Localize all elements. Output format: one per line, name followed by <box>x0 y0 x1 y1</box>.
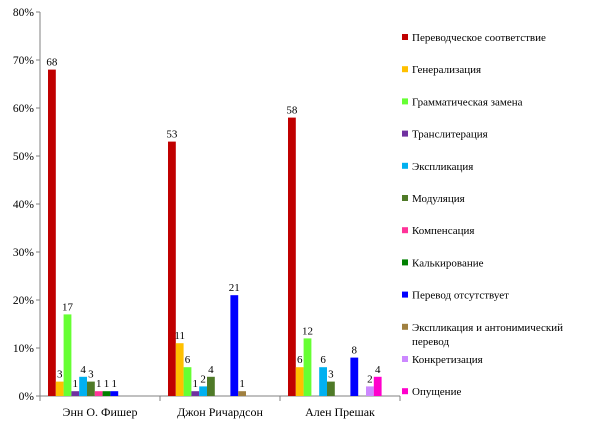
x-tick-label: Ален Прешак <box>305 405 375 419</box>
data-label: 2 <box>367 373 373 385</box>
data-label: 12 <box>302 325 313 337</box>
data-label: 2 <box>200 373 206 385</box>
data-label: 4 <box>80 364 86 376</box>
bar <box>350 357 359 396</box>
data-label: 1 <box>96 378 102 390</box>
bar <box>87 381 95 396</box>
y-tick-label: 0% <box>19 391 35 403</box>
legend-label: Переводческое соответствие <box>412 32 546 44</box>
data-label: 3 <box>88 369 94 381</box>
bar <box>199 386 207 396</box>
legend-label: Экспликация <box>412 161 473 173</box>
legend-swatch <box>402 195 408 201</box>
legend-label: Опущение <box>412 386 461 398</box>
legend-swatch <box>402 162 408 169</box>
axes: 0% 10% 20% 30% 40% 50% 60% 70% 80% Энн О. Фишер Дж… <box>13 7 401 419</box>
bar <box>55 381 64 396</box>
legend-label: Конкретизация <box>412 354 483 366</box>
bar <box>373 376 382 396</box>
legend-swatch <box>402 66 408 73</box>
legend-swatch <box>402 356 408 362</box>
legend: Переводческое соответствие Генерализация Г… <box>402 32 563 398</box>
legend-label: Модуляция <box>412 193 465 205</box>
bar <box>102 391 111 396</box>
bar <box>168 141 176 396</box>
data-label: 3 <box>328 369 334 381</box>
data-label: 68 <box>46 57 58 69</box>
legend-label: Генерализация <box>412 64 481 76</box>
data-label: 53 <box>166 129 178 141</box>
legend-swatch <box>402 34 408 40</box>
bar <box>288 117 296 396</box>
bar <box>110 391 119 396</box>
bar <box>79 376 87 396</box>
legend-label: Калькирование <box>412 257 484 269</box>
x-tick-label: Джон Ричардсон <box>177 405 263 419</box>
data-label: 4 <box>375 364 381 376</box>
bar <box>319 367 327 396</box>
data-label: 8 <box>352 345 358 357</box>
y-tick-label: 10% <box>13 343 35 355</box>
data-label: 6 <box>320 354 326 366</box>
legend-label: Компенсация <box>412 225 474 237</box>
legend-swatch <box>402 259 408 266</box>
bar <box>230 295 239 396</box>
bar <box>183 367 192 396</box>
bar <box>295 367 304 396</box>
legend-swatch <box>402 388 408 395</box>
legend-swatch <box>402 291 408 298</box>
data-label: 1 <box>112 378 118 390</box>
legend-swatch <box>402 98 408 105</box>
data-label: 1 <box>104 378 110 390</box>
legend-swatch <box>402 130 408 137</box>
data-label: 21 <box>229 282 240 294</box>
x-tick-label: Энн О. Фишер <box>63 405 138 419</box>
y-tick-label: 50% <box>13 151 35 163</box>
y-tick-label: 20% <box>13 295 35 307</box>
bar <box>303 338 312 396</box>
data-label: 58 <box>286 105 298 117</box>
legend-swatch <box>402 323 408 330</box>
legend-label: Грамматическая замена <box>412 96 523 108</box>
data-label: 6 <box>297 354 303 366</box>
data-label: 11 <box>174 330 185 342</box>
data-label: 17 <box>62 301 74 313</box>
bar <box>94 391 103 396</box>
bar <box>366 386 374 396</box>
bar <box>71 391 80 396</box>
data-label: 1 <box>239 378 245 390</box>
bar <box>63 314 72 396</box>
data-label: 1 <box>73 378 79 390</box>
legend-swatch <box>402 227 408 234</box>
data-label: 3 <box>57 369 63 381</box>
y-tick-label: 40% <box>13 199 35 211</box>
data-label: 4 <box>208 364 214 376</box>
legend-label: Транслитерация <box>412 129 488 141</box>
y-tick-label: 30% <box>13 247 35 259</box>
bar <box>175 343 184 396</box>
bar <box>48 69 56 396</box>
legend-label: Перевод отсутствует <box>412 290 509 302</box>
bar <box>191 391 200 396</box>
bar <box>238 391 246 396</box>
y-tick-label: 70% <box>13 55 35 67</box>
y-tick-label: 80% <box>13 7 35 19</box>
data-label: 1 <box>193 378 199 390</box>
y-tick-label: 60% <box>13 103 35 115</box>
bar <box>327 381 335 396</box>
data-label: 6 <box>185 354 191 366</box>
legend-label: Экспликация и антонимический перевод <box>412 322 563 348</box>
bar <box>207 376 215 396</box>
